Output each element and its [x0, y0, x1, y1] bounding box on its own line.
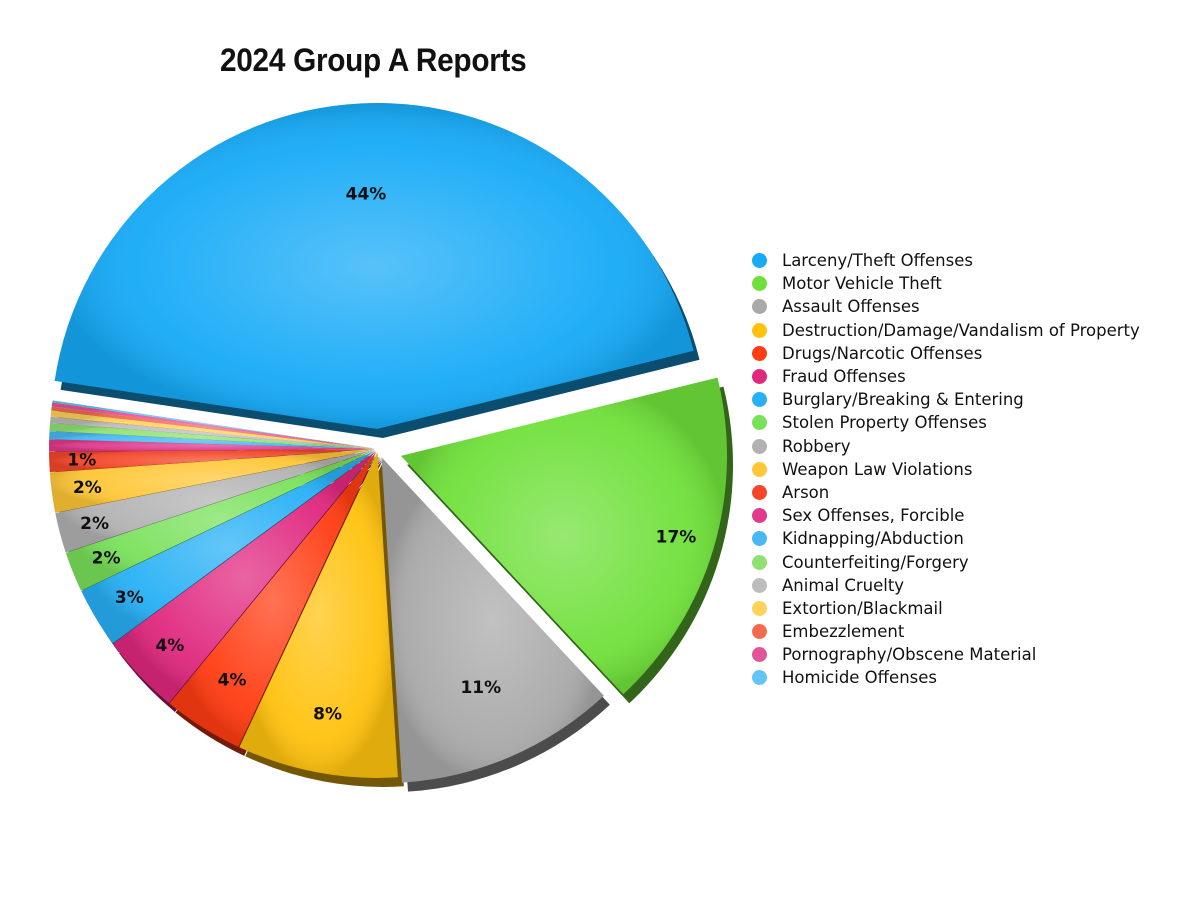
data-label-burglary-breaking-entering: 3%	[115, 588, 144, 608]
pie-slice-shading-extortion-blackmail	[50, 410, 376, 449]
pie-slice-shading-destruction-damage-vandalism-of-property	[239, 451, 398, 778]
data-label-assault-offenses: 11%	[460, 678, 501, 698]
pie-slice-shading-pornography-obscene-material	[51, 402, 376, 449]
data-label-fraud-offenses: 4%	[155, 636, 184, 656]
legend-label: Robbery	[782, 436, 851, 456]
legend-label: Motor Vehicle Theft	[782, 274, 942, 294]
pie-slice-shading-assault-offenses	[381, 457, 604, 783]
legend-item-sex-offenses-forcible: Sex Offenses, Forcible	[752, 504, 1140, 527]
data-label-weapon-law-violations: 2%	[73, 478, 102, 498]
data-label-drugs-narcotic-offenses: 4%	[218, 670, 247, 690]
legend-swatch	[752, 554, 767, 570]
legend-label: Fraud Offenses	[782, 367, 906, 387]
data-label-robbery: 2%	[80, 514, 109, 534]
data-label-stolen-property-offenses: 2%	[92, 549, 121, 569]
legend-item-motor-vehicle-theft: Motor Vehicle Theft	[752, 272, 1140, 295]
legend-swatch	[752, 647, 767, 663]
legend-label: Extortion/Blackmail	[782, 598, 943, 618]
legend-item-robbery: Robbery	[752, 435, 1140, 458]
legend-swatch	[752, 624, 767, 640]
pie-slice-shading-fraud-offenses	[113, 451, 376, 703]
legend-item-embezzlement: Embezzlement	[752, 620, 1140, 643]
legend-item-arson: Arson	[752, 481, 1140, 504]
legend-swatch	[752, 253, 767, 269]
legend-item-fraud-offenses: Fraud Offenses	[752, 365, 1140, 388]
legend-swatch	[752, 600, 767, 616]
legend-label: Kidnapping/Abduction	[782, 529, 964, 549]
legend-item-burglary-breaking-entering: Burglary/Breaking & Entering	[752, 388, 1140, 411]
legend-item-stolen-property-offenses: Stolen Property Offenses	[752, 411, 1140, 434]
legend-label: Weapon Law Violations	[782, 459, 973, 479]
legend-label: Larceny/Theft Offenses	[782, 251, 973, 271]
chart-title: 2024 Group A Reports	[220, 42, 527, 78]
legend-swatch	[752, 276, 767, 292]
legend-swatch	[752, 392, 767, 408]
legend-label: Drugs/Narcotic Offenses	[782, 343, 983, 363]
pie-slice-shading-larceny-theft-offenses	[54, 103, 694, 430]
legend-label: Assault Offenses	[782, 297, 920, 317]
legend-swatch	[752, 484, 767, 500]
pie-slice-shading-weapon-law-violations	[49, 449, 376, 513]
pie-data-labels: 44% 17% 11% 8% 4% 4% 3% 2% 2% 2% 1%	[67, 185, 696, 725]
chart-legend: Larceny/Theft Offenses Motor Vehicle Thef…	[752, 249, 1140, 690]
legend-label: Animal Cruelty	[782, 575, 905, 595]
legend-label: Sex Offenses, Forcible	[782, 506, 965, 526]
pie-slice-shading-burglary-breaking-entering	[81, 450, 376, 644]
pie-slice-shading-kidnapping-abduction	[49, 431, 376, 449]
legend-swatch	[752, 508, 767, 524]
legend-swatch	[752, 369, 767, 385]
pie-slice-shading-drugs-narcotic-offenses	[169, 451, 377, 747]
legend-swatch	[752, 577, 767, 593]
legend-swatch	[752, 322, 767, 338]
legend-item-drugs-narcotic-offenses: Drugs/Narcotic Offenses	[752, 342, 1140, 365]
pie-slice-shading-counterfeiting-forgery	[49, 422, 376, 449]
pie-slices	[48, 103, 728, 783]
data-label-motor-vehicle-theft: 17%	[656, 528, 697, 548]
pie-slice-shading-animal-cruelty	[50, 416, 376, 449]
pie-slice-shading-arson	[49, 449, 376, 473]
data-label-destruction-damage-vandalism-of-property: 8%	[313, 705, 342, 725]
legend-label: Stolen Property Offenses	[782, 413, 987, 433]
legend-item-larceny-theft-offenses: Larceny/Theft Offenses	[752, 249, 1140, 272]
legend-label: Burglary/Breaking & Entering	[782, 390, 1024, 410]
data-label-arson: 1%	[67, 451, 96, 471]
legend-item-kidnapping-abduction: Kidnapping/Abduction	[752, 527, 1140, 550]
legend-label: Counterfeiting/Forgery	[782, 552, 969, 572]
legend-item-assault-offenses: Assault Offenses	[752, 295, 1140, 318]
legend-swatch	[752, 299, 767, 315]
data-label-larceny-theft-offenses: 44%	[346, 185, 387, 205]
legend-item-destruction-damage-vandalism-of-property: Destruction/Damage/Vandalism of Property	[752, 319, 1140, 342]
legend-item-counterfeiting-forgery: Counterfeiting/Forgery	[752, 550, 1140, 573]
legend-item-animal-cruelty: Animal Cruelty	[752, 574, 1140, 597]
pie-slice-shading-stolen-property-offenses	[65, 450, 376, 591]
legend-swatch	[752, 345, 767, 361]
legend-swatch	[752, 531, 767, 547]
legend-item-weapon-law-violations: Weapon Law Violations	[752, 458, 1140, 481]
pie-slice-shading-homicide-offenses	[52, 400, 376, 449]
legend-label: Destruction/Damage/Vandalism of Property	[782, 320, 1140, 340]
legend-swatch	[752, 415, 767, 431]
legend-item-extortion-blackmail: Extortion/Blackmail	[752, 597, 1140, 620]
legend-label: Pornography/Obscene Material	[782, 645, 1037, 665]
pie-slice-shading-motor-vehicle-theft	[401, 377, 728, 695]
legend-swatch	[752, 438, 767, 454]
legend-label: Embezzlement	[782, 622, 905, 642]
legend-swatch	[752, 670, 767, 686]
legend-label: Homicide Offenses	[782, 668, 937, 688]
legend-swatch	[752, 461, 767, 477]
pie-slice-shading-robbery	[55, 449, 376, 553]
legend-label: Arson	[782, 482, 830, 502]
legend-item-pornography-obscene-material: Pornography/Obscene Material	[752, 643, 1140, 666]
legend-item-homicide-offenses: Homicide Offenses	[752, 666, 1140, 689]
pie-slice-shading-sex-offenses-forcible	[48, 439, 376, 452]
pie-slice-shading-embezzlement	[51, 406, 376, 449]
